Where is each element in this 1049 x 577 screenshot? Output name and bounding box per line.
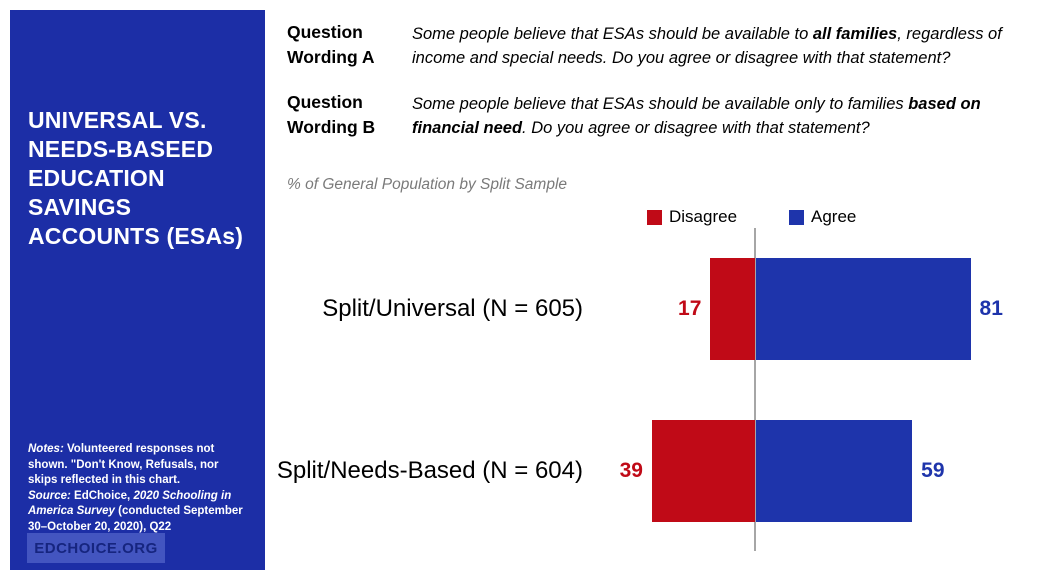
question-b-post: . Do you agree or disagree with that sta… <box>522 119 870 137</box>
legend-item-agree: Agree <box>789 207 856 227</box>
question-wording-b-text: Some people believe that ESAs should be … <box>412 92 1036 140</box>
axis-baseline <box>754 228 756 551</box>
agree-swatch-icon <box>789 209 804 225</box>
source-pre: EdChoice, <box>70 489 134 502</box>
chart-subtitle: % of General Population by Split Sample <box>287 176 568 193</box>
source-label: Source: <box>28 489 71 502</box>
sidebar: UNIVERSAL VS. NEEDS-BASEED EDUCATION SAV… <box>10 10 265 570</box>
bar-agree <box>755 420 913 522</box>
chart-legend: Disagree Agree <box>0 207 1049 229</box>
value-label-disagree: 17 <box>678 297 702 320</box>
value-label-agree: 59 <box>921 459 945 482</box>
bar-disagree <box>651 420 756 522</box>
category-label: Split/Needs-Based (N = 604) <box>276 457 583 484</box>
page-title-line: NEEDS-BASEED <box>28 136 214 162</box>
notes-body: Volunteered responses not shown. "Don't … <box>28 443 219 486</box>
value-label-disagree: 39 <box>619 459 643 482</box>
question-wording-b-label: Question Wording B <box>287 92 376 137</box>
question-a-pre: Some people believe that ESAs should be … <box>412 25 813 43</box>
page-title-line: ACCOUNTS (ESAs) <box>28 223 244 249</box>
page-title: UNIVERSAL VS. NEEDS-BASEED EDUCATION SAV… <box>28 106 248 251</box>
source-post: (conducted September 30–October 20, 2020… <box>28 505 243 533</box>
bar-disagree <box>710 258 756 360</box>
disagree-swatch-icon <box>647 209 662 225</box>
notes: Notes: Volunteered responses not shown. … <box>28 442 246 535</box>
question-b-bold: based on financial need <box>412 95 981 137</box>
legend-label-agree: Agree <box>811 207 857 226</box>
category-label: Split/Universal (N = 605) <box>322 295 583 322</box>
source-title: 2020 Schooling in America Survey <box>28 489 232 518</box>
page-title-line: UNIVERSAL VS. <box>28 107 207 133</box>
legend-label-disagree: Disagree <box>669 207 738 226</box>
page-title-line: SAVINGS <box>28 194 132 220</box>
question-wording-a-text: Some people believe that ESAs should be … <box>412 22 1036 70</box>
bar-agree <box>755 258 971 360</box>
legend-item-disagree: Disagree <box>647 207 737 227</box>
question-wording-a-label: Question Wording A <box>287 22 375 67</box>
notes-label: Notes: <box>28 443 64 455</box>
edchoice-logo: EDCHOICE.ORG <box>27 533 165 563</box>
value-label-agree: 81 <box>979 297 1003 320</box>
page-title-line: EDUCATION <box>28 165 165 191</box>
question-a-post: , regardless of income and special needs… <box>412 25 1002 67</box>
question-a-bold: all families <box>812 25 898 43</box>
question-b-pre: Some people believe that ESAs should be … <box>412 95 909 113</box>
